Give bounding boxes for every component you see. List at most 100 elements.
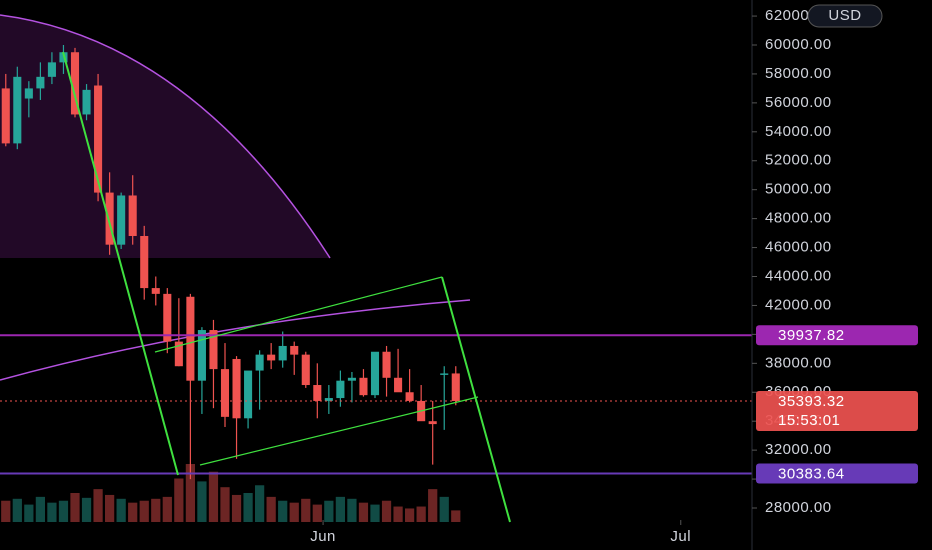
- candle-body: [451, 373, 460, 402]
- volume-bar: [416, 506, 426, 522]
- y-tick-label: 48000.00: [765, 210, 832, 227]
- volume-bar: [324, 500, 334, 522]
- volume-bar: [278, 500, 288, 522]
- last-price-badge: [756, 391, 918, 432]
- candle-body: [394, 377, 403, 393]
- candle-body: [232, 358, 241, 419]
- last-price-label: 35393.32: [778, 393, 845, 410]
- moving-average: [0, 299, 471, 381]
- channel-lower: [199, 396, 479, 466]
- volume-bar: [58, 500, 69, 522]
- volume-bar: [70, 493, 80, 522]
- candle-body: [370, 351, 380, 396]
- y-tick-label: 60000.00: [765, 36, 832, 53]
- candle-body: [186, 296, 195, 381]
- price-axis: 28000.0030000.0032000.0034000.0036000.00…: [310, 7, 831, 545]
- trend-line: [62, 51, 179, 476]
- y-tick-label: 44000.00: [765, 267, 832, 284]
- volume-bar: [1, 500, 11, 522]
- volume-bar: [151, 498, 161, 522]
- y-tick-label: 32000.00: [765, 441, 832, 458]
- volume-bar: [393, 506, 403, 522]
- candle-body: [209, 330, 218, 370]
- volume-bar: [289, 502, 299, 522]
- volume-bar: [231, 494, 242, 522]
- volume-bar: [370, 504, 380, 522]
- volume-bar: [405, 508, 415, 522]
- volume-bar: [266, 496, 276, 522]
- x-tick-label: Jun: [310, 528, 336, 545]
- volume-bar: [162, 496, 172, 522]
- y-tick-label: 52000.00: [765, 152, 832, 169]
- countdown-label: 15:53:01: [778, 412, 840, 429]
- candle-body: [94, 85, 103, 193]
- volume-bar: [347, 498, 357, 522]
- volume-bar: [185, 464, 195, 522]
- candle-body: [278, 345, 287, 361]
- currency-label: USD: [828, 7, 861, 24]
- candle-body: [440, 373, 449, 375]
- volume-bar: [451, 510, 461, 522]
- candle-body: [24, 88, 33, 99]
- candle-body: [82, 89, 91, 115]
- level-label: 39937.82: [778, 327, 845, 344]
- candle-body: [347, 377, 356, 381]
- volume-bar: [35, 496, 45, 522]
- candle-body: [313, 385, 322, 401]
- candle-body: [140, 235, 149, 289]
- currency-button[interactable]: [807, 4, 883, 28]
- volume-bar: [358, 502, 369, 522]
- shaded-zone: [0, 15, 330, 258]
- volume-bar: [116, 498, 126, 522]
- candle-body: [336, 380, 345, 399]
- volume-bar: [12, 498, 22, 522]
- candle-body: [128, 195, 137, 236]
- candle-body: [244, 370, 253, 419]
- y-tick-label: 38000.00: [765, 354, 832, 371]
- candle-body: [117, 195, 126, 245]
- y-tick-label: 46000.00: [765, 239, 832, 256]
- y-tick-label: 42000.00: [765, 296, 832, 313]
- volume-bar: [174, 478, 184, 522]
- candle-body: [70, 52, 80, 115]
- volume-bar: [139, 500, 149, 522]
- candle-body: [267, 354, 276, 361]
- candle-body: [47, 62, 56, 77]
- candle-body: [36, 76, 45, 89]
- volume-bar: [381, 500, 392, 522]
- channel-upper: [154, 276, 443, 353]
- volume-bar: [47, 502, 57, 522]
- volume-bar: [128, 502, 138, 522]
- volume-bar: [93, 489, 103, 522]
- y-tick-label: 58000.00: [765, 65, 832, 82]
- plot-area: [0, 14, 471, 381]
- candle-body: [324, 398, 333, 401]
- y-tick-label: 56000.00: [765, 94, 832, 111]
- volume-bar: [208, 471, 219, 522]
- y-tick-label: 54000.00: [765, 123, 832, 140]
- x-tick-label: Jul: [670, 528, 691, 545]
- volume-bar: [243, 493, 253, 522]
- level-label: 30383.64: [778, 465, 845, 482]
- level-badge: [756, 325, 918, 346]
- volume-bar: [312, 504, 322, 522]
- volume-bar: [81, 497, 92, 522]
- drawings: [62, 51, 511, 523]
- candle-body: [1, 88, 10, 144]
- candle-body: [174, 341, 183, 367]
- volume-bar: [301, 498, 311, 522]
- candle-body: [428, 421, 437, 425]
- level-badge: [756, 463, 918, 484]
- candle-body: [197, 330, 206, 381]
- candle-body: [359, 377, 368, 396]
- volume-bar: [428, 489, 438, 522]
- candle-body: [405, 392, 414, 401]
- volume-bar: [105, 494, 115, 522]
- volume-bar: [197, 481, 207, 522]
- candle-body: [13, 76, 22, 144]
- candle-body: [105, 192, 114, 245]
- axis-badges: 39937.82 30383.64 35393.32 15:53:01 USD: [756, 4, 918, 484]
- y-tick-label: 28000.00: [765, 499, 832, 516]
